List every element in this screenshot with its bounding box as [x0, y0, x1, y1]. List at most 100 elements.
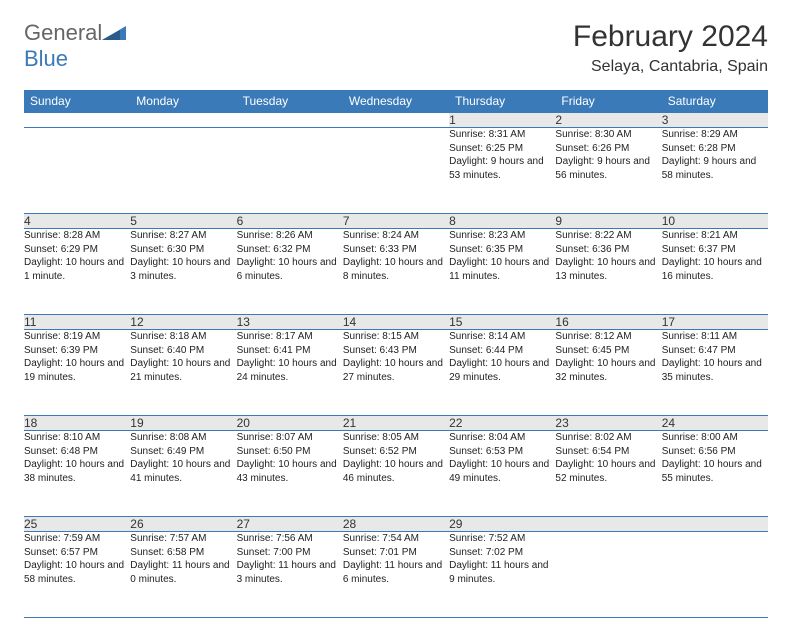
day-number-cell: 1 [449, 113, 555, 128]
sunset-text: Sunset: 6:54 PM [555, 445, 661, 459]
day-number-cell [343, 113, 449, 128]
daylight-text: Daylight: 10 hours and 52 minutes. [555, 458, 661, 485]
day-number-cell: 17 [662, 315, 768, 330]
day-number-cell: 4 [24, 214, 130, 229]
sunrise-text: Sunrise: 8:26 AM [237, 229, 343, 243]
day-number-cell: 10 [662, 214, 768, 229]
daylight-text: Daylight: 10 hours and 32 minutes. [555, 357, 661, 384]
daylight-text: Daylight: 10 hours and 27 minutes. [343, 357, 449, 384]
daylight-text: Daylight: 10 hours and 6 minutes. [237, 256, 343, 283]
calendar-body: 123Sunrise: 8:31 AMSunset: 6:25 PMDaylig… [24, 113, 768, 618]
day-info-cell: Sunrise: 8:10 AMSunset: 6:48 PMDaylight:… [24, 431, 130, 517]
weekday-header: Monday [130, 90, 236, 113]
sunrise-text: Sunrise: 8:14 AM [449, 330, 555, 344]
sunset-text: Sunset: 6:48 PM [24, 445, 130, 459]
day-number-row: 123 [24, 113, 768, 128]
sunrise-text: Sunrise: 8:21 AM [662, 229, 768, 243]
sunset-text: Sunset: 6:33 PM [343, 243, 449, 257]
sunset-text: Sunset: 6:28 PM [662, 142, 768, 156]
daylight-text: Daylight: 10 hours and 43 minutes. [237, 458, 343, 485]
sunrise-text: Sunrise: 7:59 AM [24, 532, 130, 546]
day-number-cell [662, 517, 768, 532]
daylight-text: Daylight: 10 hours and 38 minutes. [24, 458, 130, 485]
sunrise-text: Sunrise: 7:56 AM [237, 532, 343, 546]
sunset-text: Sunset: 6:53 PM [449, 445, 555, 459]
header: General Blue February 2024 Selaya, Canta… [24, 20, 768, 76]
page-title: February 2024 [573, 20, 768, 54]
daylight-text: Daylight: 10 hours and 3 minutes. [130, 256, 236, 283]
sunset-text: Sunset: 6:36 PM [555, 243, 661, 257]
sunset-text: Sunset: 6:41 PM [237, 344, 343, 358]
sunset-text: Sunset: 7:00 PM [237, 546, 343, 560]
sunset-text: Sunset: 6:45 PM [555, 344, 661, 358]
day-info-cell: Sunrise: 7:54 AMSunset: 7:01 PMDaylight:… [343, 532, 449, 618]
day-info-cell: Sunrise: 8:12 AMSunset: 6:45 PMDaylight:… [555, 330, 661, 416]
day-number-cell: 3 [662, 113, 768, 128]
logo-triangle-icon [102, 22, 126, 40]
day-info-cell: Sunrise: 8:29 AMSunset: 6:28 PMDaylight:… [662, 128, 768, 214]
day-info-cell [130, 128, 236, 214]
day-number-cell: 26 [130, 517, 236, 532]
sunrise-text: Sunrise: 8:27 AM [130, 229, 236, 243]
day-info-cell [24, 128, 130, 214]
day-info-cell: Sunrise: 8:04 AMSunset: 6:53 PMDaylight:… [449, 431, 555, 517]
sunrise-text: Sunrise: 8:17 AM [237, 330, 343, 344]
daylight-text: Daylight: 10 hours and 35 minutes. [662, 357, 768, 384]
sunset-text: Sunset: 6:57 PM [24, 546, 130, 560]
sunset-text: Sunset: 6:26 PM [555, 142, 661, 156]
day-number-cell [130, 113, 236, 128]
day-info-row: Sunrise: 8:31 AMSunset: 6:25 PMDaylight:… [24, 128, 768, 214]
day-number-row: 45678910 [24, 214, 768, 229]
day-number-cell: 25 [24, 517, 130, 532]
logo-general: General [24, 20, 102, 45]
day-number-cell: 20 [237, 416, 343, 431]
day-info-cell: Sunrise: 8:19 AMSunset: 6:39 PMDaylight:… [24, 330, 130, 416]
sunrise-text: Sunrise: 8:29 AM [662, 128, 768, 142]
sunset-text: Sunset: 6:29 PM [24, 243, 130, 257]
sunset-text: Sunset: 6:39 PM [24, 344, 130, 358]
sunset-text: Sunset: 6:32 PM [237, 243, 343, 257]
daylight-text: Daylight: 10 hours and 21 minutes. [130, 357, 236, 384]
day-info-cell [343, 128, 449, 214]
sunrise-text: Sunrise: 8:15 AM [343, 330, 449, 344]
daylight-text: Daylight: 10 hours and 13 minutes. [555, 256, 661, 283]
day-info-cell [237, 128, 343, 214]
sunrise-text: Sunrise: 8:18 AM [130, 330, 236, 344]
day-number-cell: 11 [24, 315, 130, 330]
day-number-cell: 21 [343, 416, 449, 431]
sunset-text: Sunset: 6:37 PM [662, 243, 768, 257]
day-number-cell: 8 [449, 214, 555, 229]
daylight-text: Daylight: 10 hours and 11 minutes. [449, 256, 555, 283]
day-number-row: 11121314151617 [24, 315, 768, 330]
daylight-text: Daylight: 10 hours and 19 minutes. [24, 357, 130, 384]
day-number-cell: 18 [24, 416, 130, 431]
day-info-cell: Sunrise: 7:57 AMSunset: 6:58 PMDaylight:… [130, 532, 236, 618]
title-block: February 2024 Selaya, Cantabria, Spain [573, 20, 768, 76]
day-number-cell: 14 [343, 315, 449, 330]
sunrise-text: Sunrise: 8:02 AM [555, 431, 661, 445]
day-number-cell: 6 [237, 214, 343, 229]
weekday-header: Saturday [662, 90, 768, 113]
sunset-text: Sunset: 6:40 PM [130, 344, 236, 358]
weekday-header: Tuesday [237, 90, 343, 113]
daylight-text: Daylight: 10 hours and 58 minutes. [24, 559, 130, 586]
sunrise-text: Sunrise: 8:31 AM [449, 128, 555, 142]
sunrise-text: Sunrise: 8:10 AM [24, 431, 130, 445]
day-number-cell: 24 [662, 416, 768, 431]
sunset-text: Sunset: 6:52 PM [343, 445, 449, 459]
day-info-cell: Sunrise: 8:14 AMSunset: 6:44 PMDaylight:… [449, 330, 555, 416]
sunset-text: Sunset: 7:01 PM [343, 546, 449, 560]
day-number-cell: 19 [130, 416, 236, 431]
day-info-cell: Sunrise: 7:59 AMSunset: 6:57 PMDaylight:… [24, 532, 130, 618]
day-info-row: Sunrise: 7:59 AMSunset: 6:57 PMDaylight:… [24, 532, 768, 618]
day-number-cell: 5 [130, 214, 236, 229]
weekday-header: Thursday [449, 90, 555, 113]
day-info-cell: Sunrise: 8:23 AMSunset: 6:35 PMDaylight:… [449, 229, 555, 315]
sunset-text: Sunset: 6:25 PM [449, 142, 555, 156]
day-number-cell: 2 [555, 113, 661, 128]
day-info-cell: Sunrise: 8:31 AMSunset: 6:25 PMDaylight:… [449, 128, 555, 214]
day-number-row: 18192021222324 [24, 416, 768, 431]
day-info-row: Sunrise: 8:28 AMSunset: 6:29 PMDaylight:… [24, 229, 768, 315]
daylight-text: Daylight: 11 hours and 3 minutes. [237, 559, 343, 586]
sunrise-text: Sunrise: 8:11 AM [662, 330, 768, 344]
